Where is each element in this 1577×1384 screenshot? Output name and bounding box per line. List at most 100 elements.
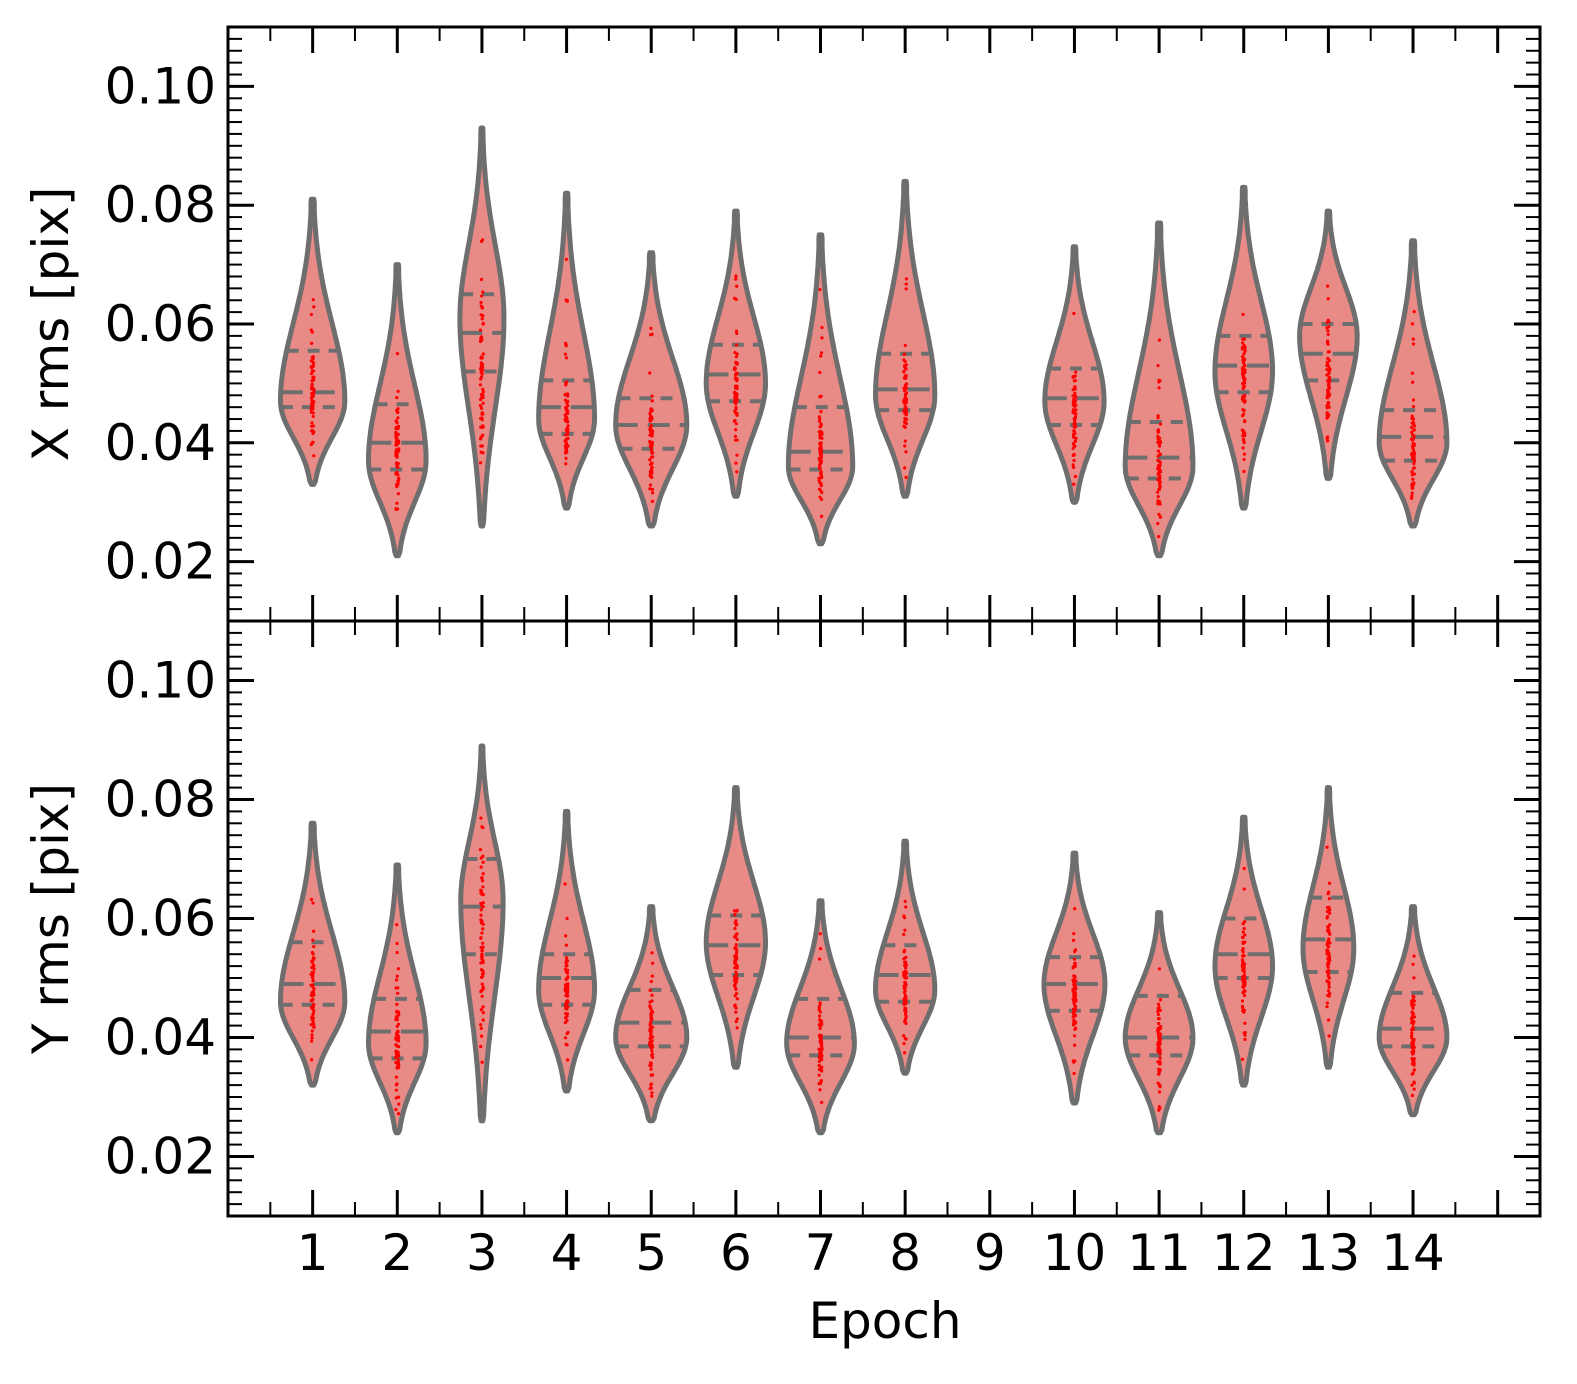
data-point — [564, 450, 568, 455]
data-point — [1412, 954, 1416, 958]
data-point — [312, 929, 316, 933]
data-point — [1156, 428, 1161, 432]
data-point — [1242, 441, 1246, 445]
data-point — [1242, 452, 1246, 456]
data-point — [733, 975, 737, 979]
data-point — [1412, 1038, 1416, 1042]
data-point — [1326, 1018, 1331, 1022]
data-point — [394, 453, 398, 458]
data-point — [481, 1011, 485, 1015]
data-point — [479, 816, 483, 820]
data-point — [1325, 942, 1329, 946]
data-point — [481, 238, 485, 242]
data-point — [735, 453, 739, 457]
data-point — [564, 456, 568, 460]
data-point — [1241, 980, 1246, 984]
data-point — [1325, 914, 1330, 919]
data-point — [312, 945, 316, 949]
data-point — [735, 393, 739, 398]
data-point — [1158, 1060, 1162, 1064]
data-point — [395, 507, 400, 511]
violin-body — [873, 178, 938, 499]
data-point — [820, 490, 824, 495]
data-point — [310, 355, 314, 359]
data-point — [1156, 1017, 1161, 1021]
data-point — [1325, 320, 1329, 325]
data-point — [1325, 979, 1329, 983]
data-point — [1071, 375, 1075, 379]
data-point — [1326, 951, 1331, 955]
data-point — [565, 999, 570, 1003]
data-point — [1156, 1002, 1161, 1006]
data-point — [1072, 1018, 1076, 1023]
data-point — [733, 959, 737, 964]
data-point — [397, 1036, 401, 1040]
data-point — [817, 1051, 822, 1056]
x-tick-label: 10 — [1043, 1224, 1107, 1282]
data-point — [902, 1002, 906, 1006]
data-point — [1241, 414, 1245, 418]
data-point — [1158, 1040, 1162, 1044]
data-point — [1326, 948, 1330, 953]
data-point — [735, 976, 739, 980]
data-point — [903, 466, 907, 470]
data-point — [1327, 969, 1331, 973]
data-point — [648, 1005, 652, 1009]
data-point — [903, 899, 907, 904]
data-point — [903, 997, 907, 1002]
data-point — [394, 1055, 398, 1060]
data-point — [650, 1073, 654, 1077]
data-point — [396, 479, 400, 483]
data-point — [734, 355, 738, 359]
data-point — [817, 476, 821, 480]
x-tick-label: 12 — [1212, 1224, 1276, 1282]
data-point — [311, 402, 315, 406]
data-point — [1328, 992, 1332, 996]
data-point — [394, 433, 398, 437]
x-tick-label: 1 — [297, 1224, 329, 1282]
data-point — [903, 420, 907, 424]
data-point — [650, 1025, 654, 1029]
data-point — [480, 395, 484, 399]
violin-epoch-13 — [1300, 785, 1357, 1070]
data-point — [904, 287, 908, 291]
data-point — [565, 411, 570, 416]
data-point — [1072, 421, 1076, 426]
data-point — [734, 274, 738, 278]
data-point — [480, 306, 485, 310]
data-point — [818, 395, 822, 399]
data-point — [310, 398, 314, 403]
data-point — [1242, 993, 1247, 998]
data-point — [395, 1024, 399, 1028]
data-point — [904, 955, 908, 960]
data-point — [310, 975, 315, 979]
data-point — [1241, 946, 1245, 951]
data-point — [903, 374, 908, 378]
x-tick-label: 11 — [1127, 1224, 1191, 1282]
x-axis-label: Epoch — [808, 1292, 961, 1350]
data-point — [1071, 465, 1076, 469]
y-tick-label: 0.10 — [105, 652, 216, 710]
data-point — [564, 1016, 568, 1020]
y-tick-label: 0.02 — [105, 1128, 216, 1186]
data-point — [1411, 994, 1415, 998]
x-tick-label: 14 — [1381, 1224, 1445, 1282]
data-point — [566, 427, 570, 432]
data-point — [1073, 1043, 1077, 1047]
data-point — [1243, 349, 1247, 353]
data-point — [903, 985, 907, 989]
data-point — [733, 935, 737, 939]
data-point — [733, 434, 738, 438]
x-tick-label: 8 — [889, 1224, 921, 1282]
data-point — [1410, 425, 1414, 430]
data-point — [1073, 385, 1077, 389]
data-point — [1072, 482, 1076, 486]
violin-epoch-6 — [703, 785, 768, 1070]
data-point — [735, 937, 739, 942]
data-point — [734, 1019, 738, 1024]
data-point — [734, 407, 738, 411]
data-point — [480, 957, 484, 961]
data-point — [902, 1034, 906, 1038]
data-point — [396, 1053, 401, 1057]
data-point — [650, 499, 655, 503]
